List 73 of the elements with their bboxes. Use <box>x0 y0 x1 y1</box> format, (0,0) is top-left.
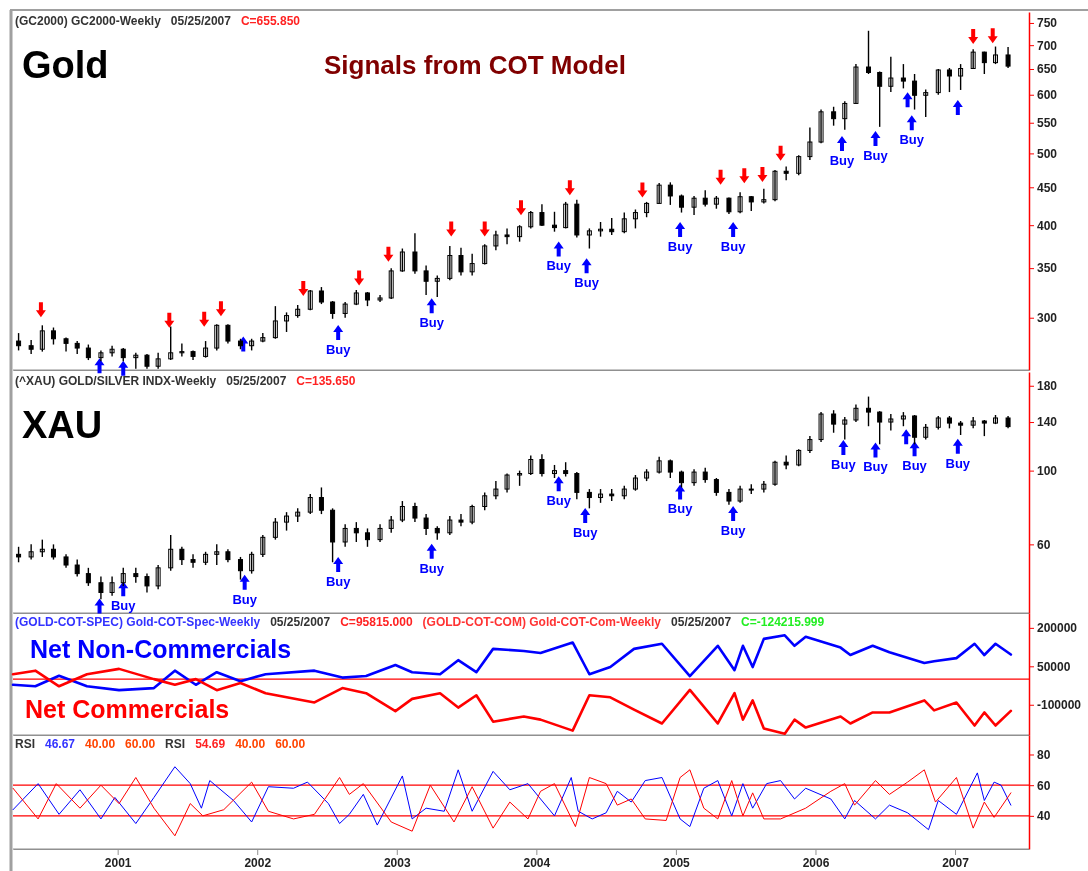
annotation: RSI <box>165 737 186 751</box>
data-label: Buy <box>899 132 925 148</box>
data-label: Buy <box>546 493 572 509</box>
annotation: 46.67 <box>45 737 76 751</box>
data-label: Buy <box>325 342 352 358</box>
data-label: Buy <box>863 459 889 475</box>
annotation: (GOLD-COT-COM) Gold-COT-Com-Weekly <box>422 615 662 629</box>
x-tick-label: 2002 <box>244 855 272 870</box>
y-tick-label: 550 <box>1037 116 1058 131</box>
y-tick-label: 50000 <box>1037 659 1071 674</box>
data-label: Buy <box>419 315 445 331</box>
text: Gold <box>22 44 109 86</box>
annotation: (^XAU) GOLD/SILVER INDX-Weekly <box>15 374 217 388</box>
y-tick-label: 180 <box>1037 379 1058 394</box>
y-tick-label: 400 <box>1037 218 1058 233</box>
y-tick-label: 40 <box>1037 809 1051 824</box>
x-tick-label: 2001 <box>104 855 132 870</box>
y-tick-label: 200000 <box>1037 621 1078 636</box>
x-tick-label: 2003 <box>383 855 411 870</box>
y-tick-label: 450 <box>1037 180 1058 195</box>
data-label: Buy <box>667 239 694 255</box>
y-tick-label: 500 <box>1037 146 1058 161</box>
annotation: (GC2000) GC2000-Weekly <box>15 14 162 28</box>
data-label: Buy <box>419 560 445 576</box>
annotation: C=135.650 <box>296 374 356 388</box>
data-label: Buy <box>831 456 857 472</box>
series-label: Net Non-Commercials <box>30 635 292 663</box>
text: XAU <box>22 404 103 446</box>
y-tick-label: 140 <box>1037 415 1058 430</box>
series-label: Net Commercials <box>25 695 230 723</box>
data-label: Buy <box>110 598 137 614</box>
y-tick-label: 60 <box>1037 778 1051 793</box>
y-tick-label: 100 <box>1037 463 1058 478</box>
data-label: Buy <box>829 152 856 168</box>
data-label: Buy <box>325 574 352 590</box>
data-label: Buy <box>945 455 971 471</box>
x-tick-label: 2005 <box>663 855 691 870</box>
annotation: 40.00 <box>85 737 116 751</box>
x-tick-label: 2007 <box>942 855 970 870</box>
data-label: Buy <box>720 239 747 255</box>
y-tick-label: -100000 <box>1037 698 1082 713</box>
data-label: Buy <box>572 525 599 541</box>
y-tick-label: 700 <box>1037 38 1058 53</box>
annotation: 05/25/2007 <box>226 374 287 388</box>
x-tick-label: 2006 <box>802 855 830 870</box>
annotation: Signals from COT Model <box>324 50 626 80</box>
annotation: 60.00 <box>125 737 156 751</box>
annotation: 05/25/2007 <box>170 14 232 28</box>
y-tick-label: 60 <box>1037 537 1051 552</box>
y-tick-label: 350 <box>1037 261 1058 276</box>
annotation: C=-124215.999 <box>741 615 825 629</box>
y-tick-label: 750 <box>1037 16 1058 31</box>
data-label: Buy <box>667 501 694 517</box>
data-label: Buy <box>902 458 928 474</box>
annotation: 05/25/2007 <box>671 615 732 629</box>
x-tick-label: 2004 <box>523 855 551 870</box>
y-tick-label: 600 <box>1037 88 1058 103</box>
annotation: C=95815.000 <box>340 615 413 629</box>
data-label: Buy <box>232 591 258 607</box>
annotation: 05/25/2007 <box>270 615 331 629</box>
annotation: RSI <box>15 737 36 751</box>
y-tick-label: 300 <box>1037 311 1058 326</box>
data-label: Buy <box>863 147 889 163</box>
data-label: Buy <box>574 275 600 291</box>
annotation: C=655.850 <box>240 14 301 28</box>
annotation: 54.69 <box>195 737 226 751</box>
y-tick-label: 80 <box>1037 747 1051 762</box>
annotation: 60.00 <box>275 737 306 751</box>
annotation: (GOLD-COT-SPEC) Gold-COT-Spec-Weekly <box>15 615 261 629</box>
annotation: 40.00 <box>235 737 266 751</box>
data-label: Buy <box>546 258 572 274</box>
data-label: Buy <box>720 523 747 539</box>
y-tick-label: 650 <box>1037 62 1058 77</box>
